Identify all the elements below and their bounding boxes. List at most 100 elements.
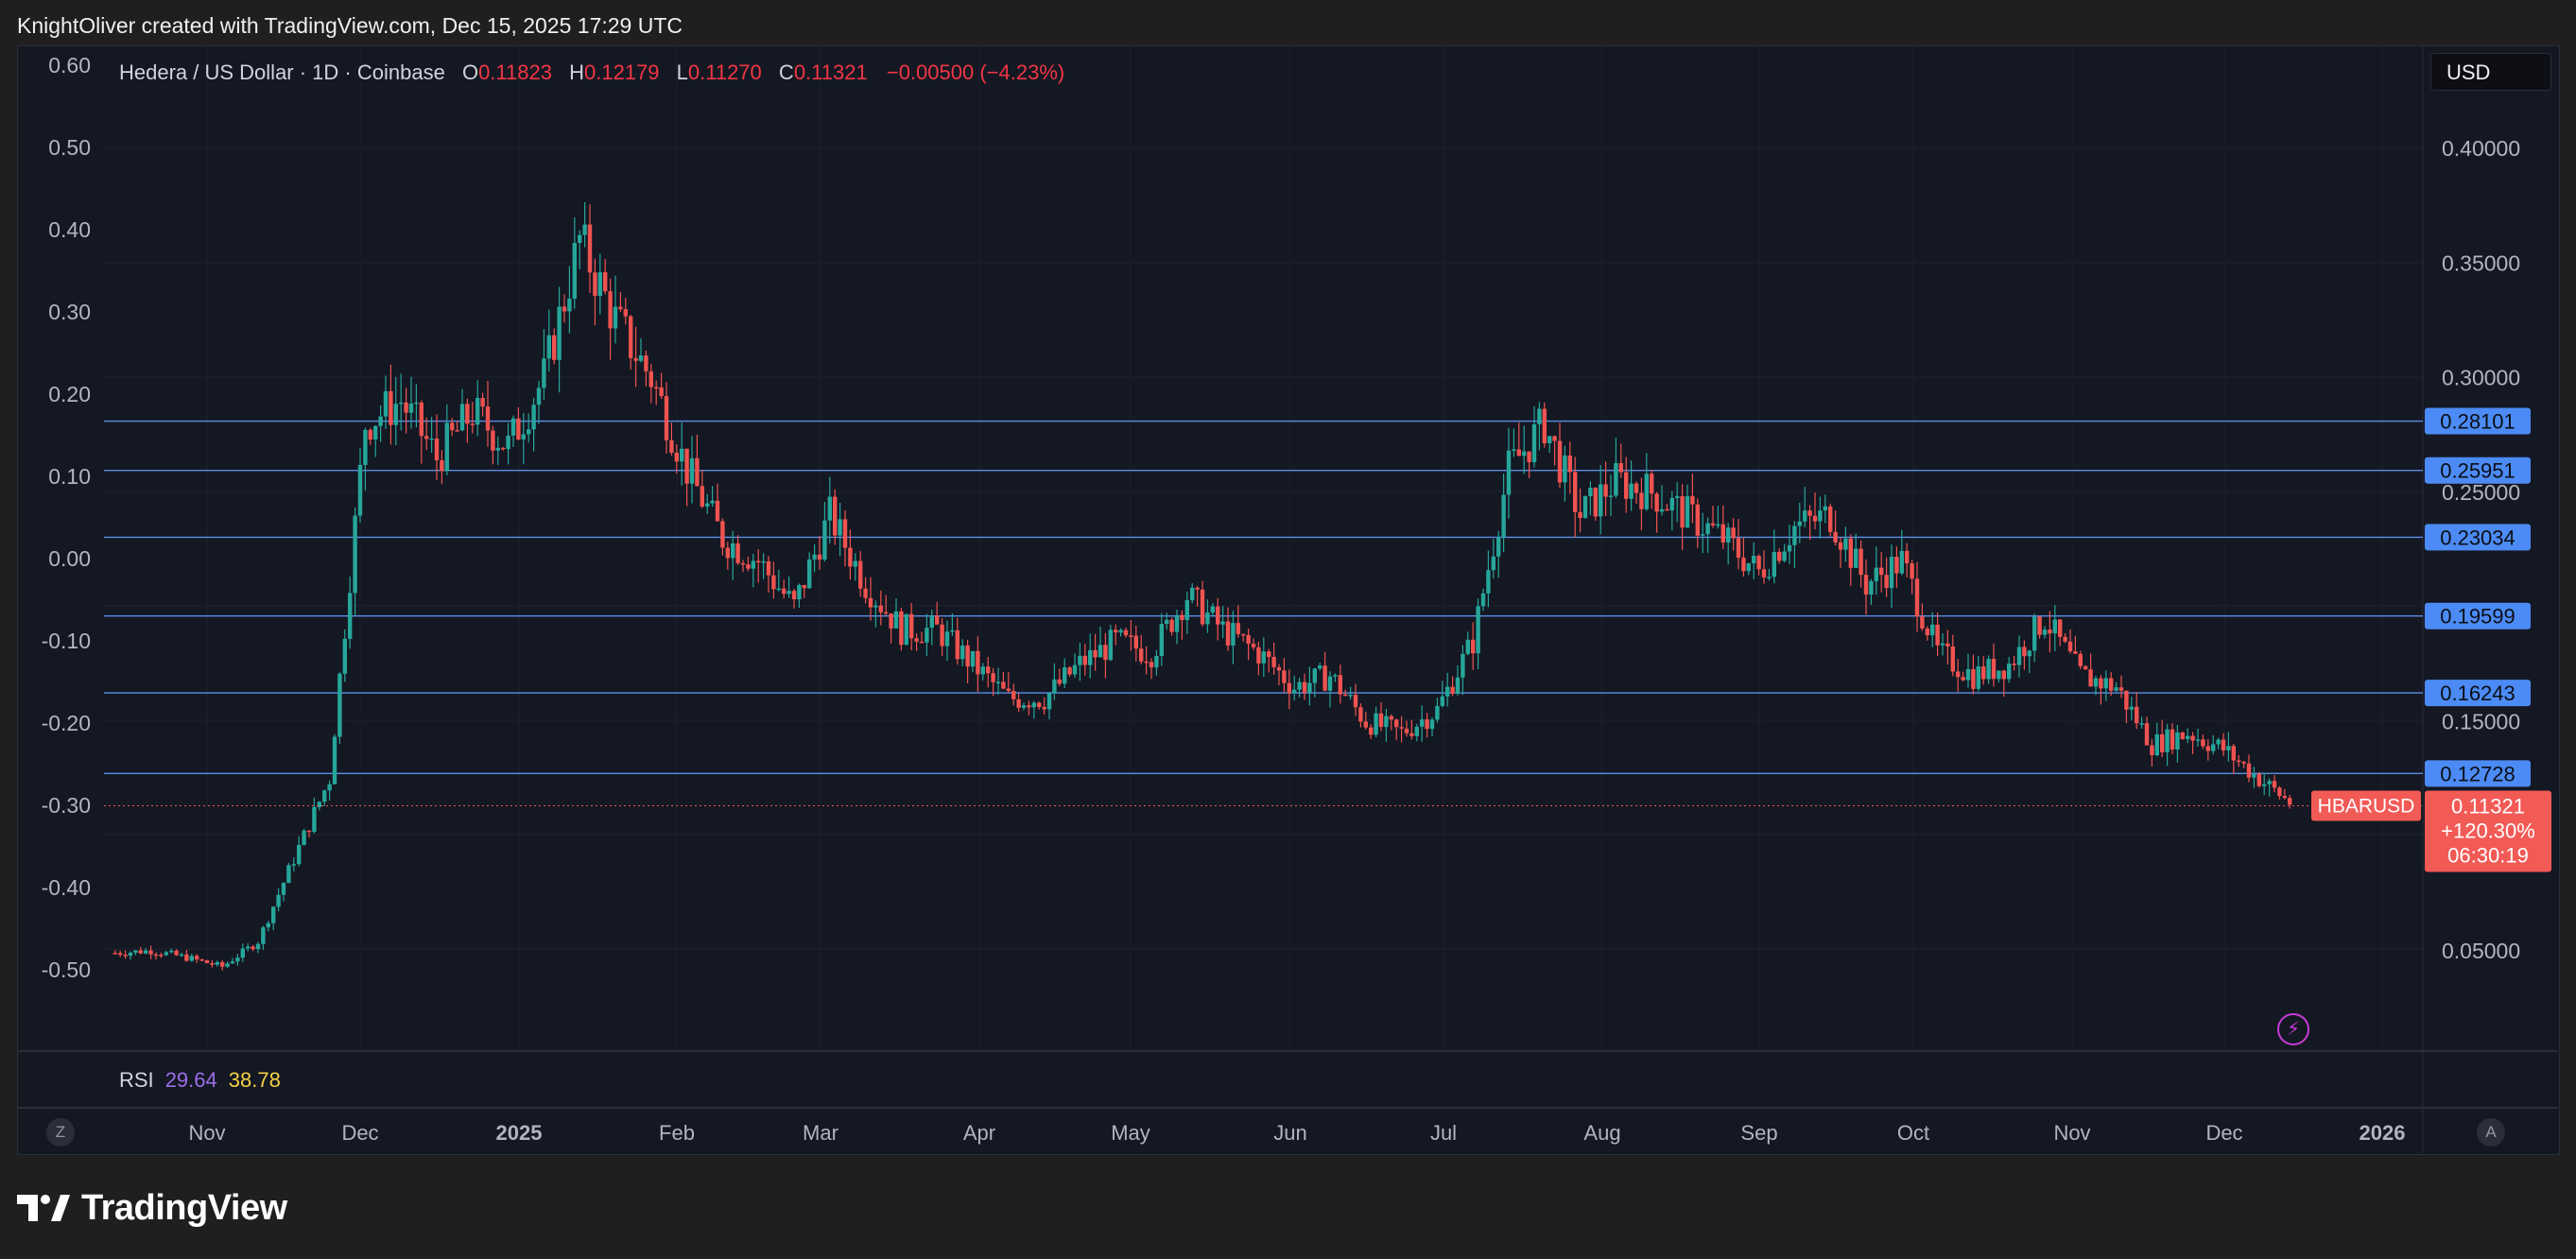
candle-body — [1461, 653, 1465, 678]
candle-body — [1292, 689, 1297, 694]
candle-body — [1812, 515, 1818, 522]
candle-body — [1471, 639, 1476, 654]
candle-body — [1889, 557, 1894, 589]
candle-body — [531, 405, 536, 430]
candle-body — [210, 962, 215, 965]
candle-body — [332, 736, 337, 785]
candle-body — [904, 613, 908, 646]
time-axis-tick-label: Nov — [188, 1121, 225, 1145]
candle-body — [2186, 735, 2190, 739]
candle-body — [1741, 558, 1746, 572]
candle-body — [2180, 732, 2185, 739]
candle-body — [1078, 655, 1082, 665]
candle-body — [1425, 719, 1429, 730]
candle-body — [629, 316, 633, 358]
candle-body — [1133, 635, 1138, 649]
candle-body — [1965, 668, 1971, 681]
candle-body — [715, 500, 720, 522]
candle-body — [842, 519, 848, 548]
candle-body — [817, 554, 822, 561]
auto-scale-button[interactable]: A — [2477, 1118, 2505, 1147]
candle-body — [1491, 556, 1495, 571]
left-axis-tick-label: -0.40 — [42, 875, 91, 900]
candle-body — [312, 806, 317, 833]
candle-body — [557, 306, 562, 360]
rsi-legend[interactable]: RSI 29.64 38.78 — [119, 1068, 281, 1093]
candle-body — [383, 390, 389, 417]
candle-body — [199, 958, 204, 961]
rsi-ma-value: 38.78 — [228, 1068, 281, 1092]
candle-body — [414, 402, 419, 405]
candle-body — [286, 865, 291, 884]
candle-body — [827, 496, 832, 521]
candle-body — [1404, 728, 1409, 733]
candle-body — [2231, 746, 2236, 761]
candle-body — [393, 404, 398, 425]
candle-body — [1445, 686, 1450, 697]
candle-body — [955, 630, 960, 660]
candle-body — [572, 242, 577, 299]
candle-body — [766, 561, 771, 576]
candle-body — [919, 641, 925, 644]
time-axis-tick-label: Jun — [1273, 1121, 1306, 1145]
horizontal-levels — [104, 420, 2423, 775]
candle-body — [735, 543, 740, 563]
candle-body — [1792, 526, 1797, 545]
candle-body — [491, 430, 495, 451]
candle-body — [991, 673, 995, 682]
candle-body — [925, 628, 929, 643]
candle-body — [1736, 538, 1741, 559]
candle-body — [246, 946, 251, 949]
candle-body — [1726, 527, 1731, 543]
candle-body — [2144, 723, 2150, 746]
candle-body — [266, 923, 270, 928]
candle-body — [465, 404, 470, 424]
candle-body — [1440, 696, 1444, 706]
candle-body — [1854, 548, 1859, 568]
candle-body — [603, 272, 608, 292]
candle-body — [2256, 773, 2261, 786]
candle-body — [1046, 693, 1052, 710]
candle-body — [1956, 671, 1961, 678]
candle-body — [562, 306, 567, 312]
chart-credit: KnightOliver created with TradingView.co… — [17, 13, 683, 38]
candle-body — [797, 584, 802, 600]
candle-body — [2139, 723, 2144, 725]
candle-body — [700, 486, 704, 507]
candle-body — [756, 561, 761, 563]
candle-body — [674, 452, 679, 462]
candle-body — [1797, 521, 1802, 526]
candle-body — [1246, 634, 1251, 645]
candle-body — [112, 953, 117, 955]
candle-body — [848, 547, 853, 567]
candle-body — [1899, 550, 1904, 574]
candle-body — [527, 429, 531, 435]
candle-body — [1287, 682, 1291, 694]
candle-body — [1429, 719, 1435, 730]
currency-button[interactable]: USD — [2430, 53, 2551, 91]
candle-body — [378, 416, 383, 426]
candle-body — [2052, 619, 2057, 634]
candle-body — [506, 435, 510, 450]
symbol-title[interactable]: Hedera / US Dollar · 1D · Coinbase — [119, 60, 445, 84]
candle-body — [1384, 716, 1389, 728]
zoom-button[interactable]: Z — [46, 1118, 75, 1147]
candle-body — [1537, 408, 1542, 424]
lightning-icon[interactable]: ⚡ — [2277, 1013, 2309, 1045]
candle-body — [608, 291, 613, 329]
candle-body — [1072, 664, 1078, 675]
candle-body — [995, 681, 1001, 683]
candle-body — [2114, 687, 2118, 691]
right-axis-tick-label: 0.05000 — [2442, 939, 2520, 963]
candle-body — [1333, 675, 1338, 677]
candle-body — [404, 402, 408, 413]
candle-body — [424, 436, 429, 440]
candle-body — [613, 306, 618, 329]
candle-body — [2135, 706, 2139, 724]
candle-body — [623, 309, 628, 317]
time-axis-tick-label: Nov — [2053, 1121, 2090, 1145]
candle-body — [1312, 668, 1317, 683]
candle-body — [720, 521, 725, 548]
candle-body — [1833, 531, 1838, 543]
